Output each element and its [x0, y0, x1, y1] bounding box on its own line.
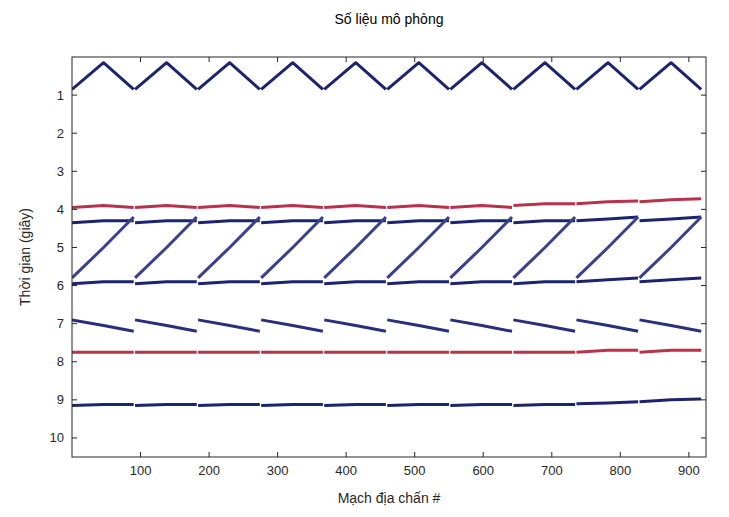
x-tick: [620, 57, 621, 62]
x-tick: [140, 57, 141, 62]
y-tick-label: 6: [57, 278, 64, 293]
x-tick-label: 700: [541, 463, 563, 478]
y-tick: [701, 437, 706, 438]
event-line: [72, 199, 701, 208]
y-tick: [72, 361, 77, 362]
y-tick: [72, 323, 77, 324]
y-tick: [72, 95, 77, 96]
series-group: [72, 63, 701, 406]
x-tick: [346, 57, 347, 62]
y-tick: [72, 209, 77, 210]
y-tick: [72, 437, 77, 438]
x-axis-title: Mạch địa chấn #: [338, 490, 441, 506]
x-tick: [551, 57, 552, 62]
x-tick-label: 800: [609, 463, 631, 478]
y-tick: [72, 285, 77, 286]
x-tick: [551, 452, 552, 457]
event-line: [72, 217, 701, 278]
y-tick-label: 5: [57, 240, 64, 255]
x-tick: [209, 57, 210, 62]
y-tick: [701, 95, 706, 96]
y-tick: [72, 399, 77, 400]
event-line: [72, 278, 701, 284]
y-tick: [701, 361, 706, 362]
x-tick: [140, 452, 141, 457]
plot-area: [72, 57, 706, 457]
x-tick: [209, 452, 210, 457]
x-tick-label: 300: [267, 463, 289, 478]
y-tick: [701, 399, 706, 400]
y-tick-label: 8: [57, 354, 64, 369]
x-tick-label: 600: [472, 463, 494, 478]
x-tick-label: 900: [678, 463, 700, 478]
x-tick-label: 100: [130, 463, 152, 478]
y-tick: [72, 171, 77, 172]
x-tick: [483, 452, 484, 457]
x-tick: [688, 57, 689, 62]
y-tick-label: 3: [57, 164, 64, 179]
y-tick: [701, 133, 706, 134]
event-line: [72, 350, 701, 352]
x-tick: [620, 452, 621, 457]
x-tick-label: 400: [335, 463, 357, 478]
x-tick-label: 500: [404, 463, 426, 478]
y-tick: [701, 209, 706, 210]
x-tick: [346, 452, 347, 457]
x-tick: [483, 57, 484, 62]
event-line: [72, 320, 701, 331]
event-line: [72, 63, 701, 90]
y-tick: [701, 247, 706, 248]
y-tick: [701, 285, 706, 286]
plot-frame: [72, 57, 706, 457]
x-tick-label: 200: [198, 463, 220, 478]
y-tick-label: 2: [57, 126, 64, 141]
y-tick: [72, 247, 77, 248]
x-tick: [688, 452, 689, 457]
x-tick: [414, 57, 415, 62]
y-tick-label: 9: [57, 392, 64, 407]
y-tick-label: 1: [57, 88, 64, 103]
y-axis-title: Thời gian (giây): [17, 208, 33, 306]
y-tick: [701, 171, 706, 172]
y-tick-label: 4: [57, 202, 64, 217]
y-tick-label: 10: [50, 430, 64, 445]
y-tick: [72, 133, 77, 134]
y-tick: [701, 323, 706, 324]
event-line: [72, 399, 701, 405]
x-tick: [277, 452, 278, 457]
y-tick-label: 7: [57, 316, 64, 331]
x-tick: [277, 57, 278, 62]
chart: 100 200 300 400 500 600 700 800 900 1 2 3 4 5 6 7 8 9 10 Số…: [0, 0, 729, 517]
x-tick: [414, 452, 415, 457]
title: Số liệu mô phỏng: [335, 11, 444, 27]
